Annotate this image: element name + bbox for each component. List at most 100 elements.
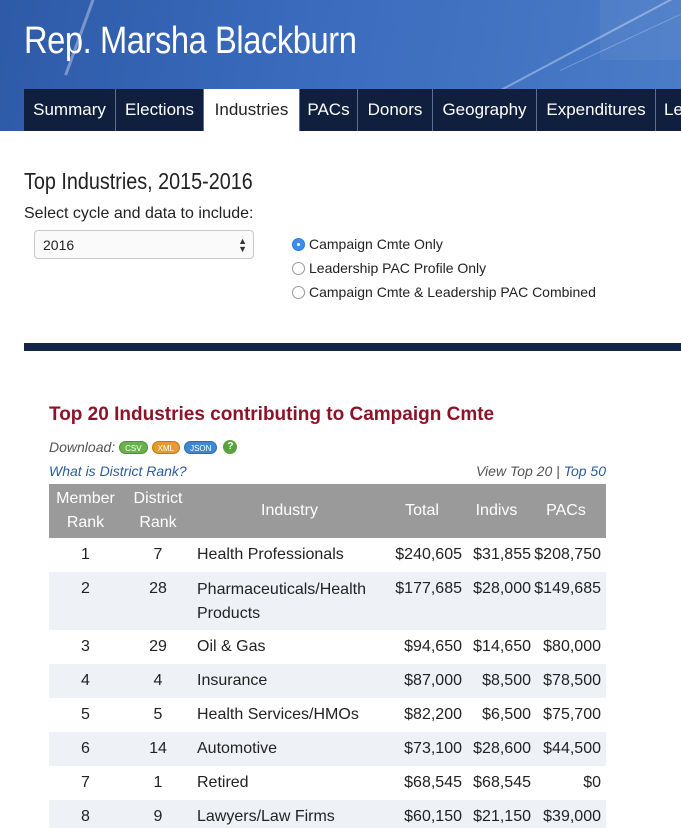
indivs-cell: $6,500 (462, 698, 531, 732)
indivs-cell: $31,855 (462, 538, 531, 572)
header-decoration (600, 0, 681, 60)
tab-pacs[interactable]: PACs (300, 89, 358, 131)
member-rank-cell: 8 (49, 800, 122, 828)
member-rank-cell: 7 (49, 766, 122, 800)
csv-download-button[interactable]: CSV (119, 440, 148, 454)
download-label: Download: (49, 439, 116, 455)
table-row: 3 29 Oil & Gas $94,650 $14,650 $80,000 (49, 630, 606, 664)
member-rank-cell: 2 (49, 572, 122, 630)
cycle-select[interactable]: 2016 ▲ ▼ (34, 230, 254, 259)
district-rank-cell: 9 (122, 800, 194, 828)
district-rank-cell: 29 (122, 630, 194, 664)
pacs-cell: $44,500 (531, 732, 606, 766)
select-arrows-icon: ▲ ▼ (238, 236, 247, 254)
industry-cell[interactable]: Insurance (194, 664, 382, 698)
industry-link[interactable]: Health Professionals (197, 546, 344, 563)
pacs-cell: $39,000 (531, 800, 606, 828)
total-cell: $240,605 (382, 538, 462, 572)
district-rank-cell: 7 (122, 538, 194, 572)
district-rank-cell: 28 (122, 572, 194, 630)
tab-legislation[interactable]: Le (656, 89, 681, 131)
table-row: 2 28 Pharmaceuticals/Health Products $17… (49, 572, 606, 630)
industry-cell[interactable]: Pharmaceuticals/Health Products (194, 572, 382, 630)
pacs-cell: $75,700 (531, 698, 606, 732)
total-cell: $73,100 (382, 732, 462, 766)
industry-cell[interactable]: Health Professionals (194, 538, 382, 572)
industries-table: Member Rank District Rank Industry Total… (49, 484, 606, 828)
member-rank-cell: 4 (49, 664, 122, 698)
industry-cell[interactable]: Lawyers/Law Firms (194, 800, 382, 828)
select-label: Select cycle and data to include: (24, 205, 254, 222)
industry-cell[interactable]: Oil & Gas (194, 630, 382, 664)
total-cell: $68,545 (382, 766, 462, 800)
industry-link[interactable]: Lawyers/Law Firms (197, 808, 335, 825)
district-rank-cell: 5 (122, 698, 194, 732)
pacs-cell: $208,750 (531, 538, 606, 572)
total-cell: $60,150 (382, 800, 462, 828)
industry-link[interactable]: Pharmaceuticals/Health Products (197, 581, 366, 622)
table-title: Top 20 Industries contributing to Campai… (49, 404, 495, 425)
tab-summary[interactable]: Summary (24, 89, 116, 131)
industry-cell[interactable]: Retired (194, 766, 382, 800)
tab-geography[interactable]: Geography (433, 89, 537, 131)
pacs-cell: $78,500 (531, 664, 606, 698)
nav-tabs: Summary Elections Industries PACs Donors… (24, 89, 681, 131)
cycle-select-value: 2016 (43, 236, 75, 253)
pacs-cell: $80,000 (531, 630, 606, 664)
radio-icon[interactable] (292, 285, 305, 299)
industry-link[interactable]: Insurance (197, 672, 268, 689)
industry-link[interactable]: Health Services/HMOs (197, 706, 359, 723)
table-row: 8 9 Lawyers/Law Firms $60,150 $21,150 $3… (49, 800, 606, 828)
member-rank-cell: 6 (49, 732, 122, 766)
total-cell: $87,000 (382, 664, 462, 698)
page-title: Rep. Marsha Blackburn (24, 20, 357, 62)
option-label: Leadership PAC Profile Only (309, 260, 487, 276)
help-icon[interactable]: ? (223, 440, 238, 454)
tab-expenditures[interactable]: Expenditures (537, 89, 656, 131)
indivs-cell: $21,150 (462, 800, 531, 828)
xml-download-button[interactable]: XML (151, 440, 181, 454)
top50-link[interactable]: Top 50 (563, 463, 606, 479)
radio-checked-icon[interactable] (292, 237, 305, 251)
option-combined[interactable]: Campaign Cmte & Leadership PAC Combined (292, 284, 596, 300)
col-industry[interactable]: Industry (194, 484, 382, 538)
option-campaign-cmte[interactable]: Campaign Cmte Only (292, 236, 443, 252)
json-download-button[interactable]: JSON (184, 440, 218, 454)
col-indivs[interactable]: Indivs (462, 484, 531, 538)
view-top20-label: View Top 20 (475, 463, 553, 479)
table-row: 4 4 Insurance $87,000 $8,500 $78,500 (49, 664, 606, 698)
indivs-cell: $68,545 (462, 766, 531, 800)
pacs-cell: $149,685 (531, 572, 606, 630)
option-label: Campaign Cmte Only (309, 236, 443, 252)
radio-icon[interactable] (292, 261, 305, 275)
tab-donors[interactable]: Donors (358, 89, 433, 131)
option-leadership-pac[interactable]: Leadership PAC Profile Only (292, 260, 486, 276)
section-title: Top Industries, 2015-2016 (24, 168, 253, 194)
industry-cell[interactable]: Health Services/HMOs (194, 698, 382, 732)
col-district-rank[interactable]: District Rank (122, 484, 194, 538)
indivs-cell: $28,600 (462, 732, 531, 766)
member-rank-cell: 3 (49, 630, 122, 664)
industry-cell[interactable]: Automotive (194, 732, 382, 766)
total-cell: $82,200 (382, 698, 462, 732)
table-row: 7 1 Retired $68,545 $68,545 $0 (49, 766, 606, 800)
section-divider (24, 343, 681, 351)
member-rank-cell: 1 (49, 538, 122, 572)
col-pacs[interactable]: PACs (531, 484, 606, 538)
industry-link[interactable]: Retired (197, 774, 249, 791)
industry-link[interactable]: Automotive (197, 740, 278, 757)
table-header-row: Member Rank District Rank Industry Total… (49, 484, 606, 538)
district-rank-link[interactable]: What is District Rank? (49, 463, 187, 479)
table-row: 6 14 Automotive $73,100 $28,600 $44,500 (49, 732, 606, 766)
district-rank-cell: 4 (122, 664, 194, 698)
indivs-cell: $28,000 (462, 572, 531, 630)
district-rank-cell: 14 (122, 732, 194, 766)
total-cell: $94,650 (382, 630, 462, 664)
tab-elections[interactable]: Elections (116, 89, 204, 131)
col-member-rank[interactable]: Member Rank (49, 484, 122, 538)
indivs-cell: $14,650 (462, 630, 531, 664)
col-total[interactable]: Total (382, 484, 462, 538)
industry-link[interactable]: Oil & Gas (197, 638, 266, 655)
tab-industries[interactable]: Industries (204, 89, 300, 131)
option-label: Campaign Cmte & Leadership PAC Combined (309, 284, 596, 300)
